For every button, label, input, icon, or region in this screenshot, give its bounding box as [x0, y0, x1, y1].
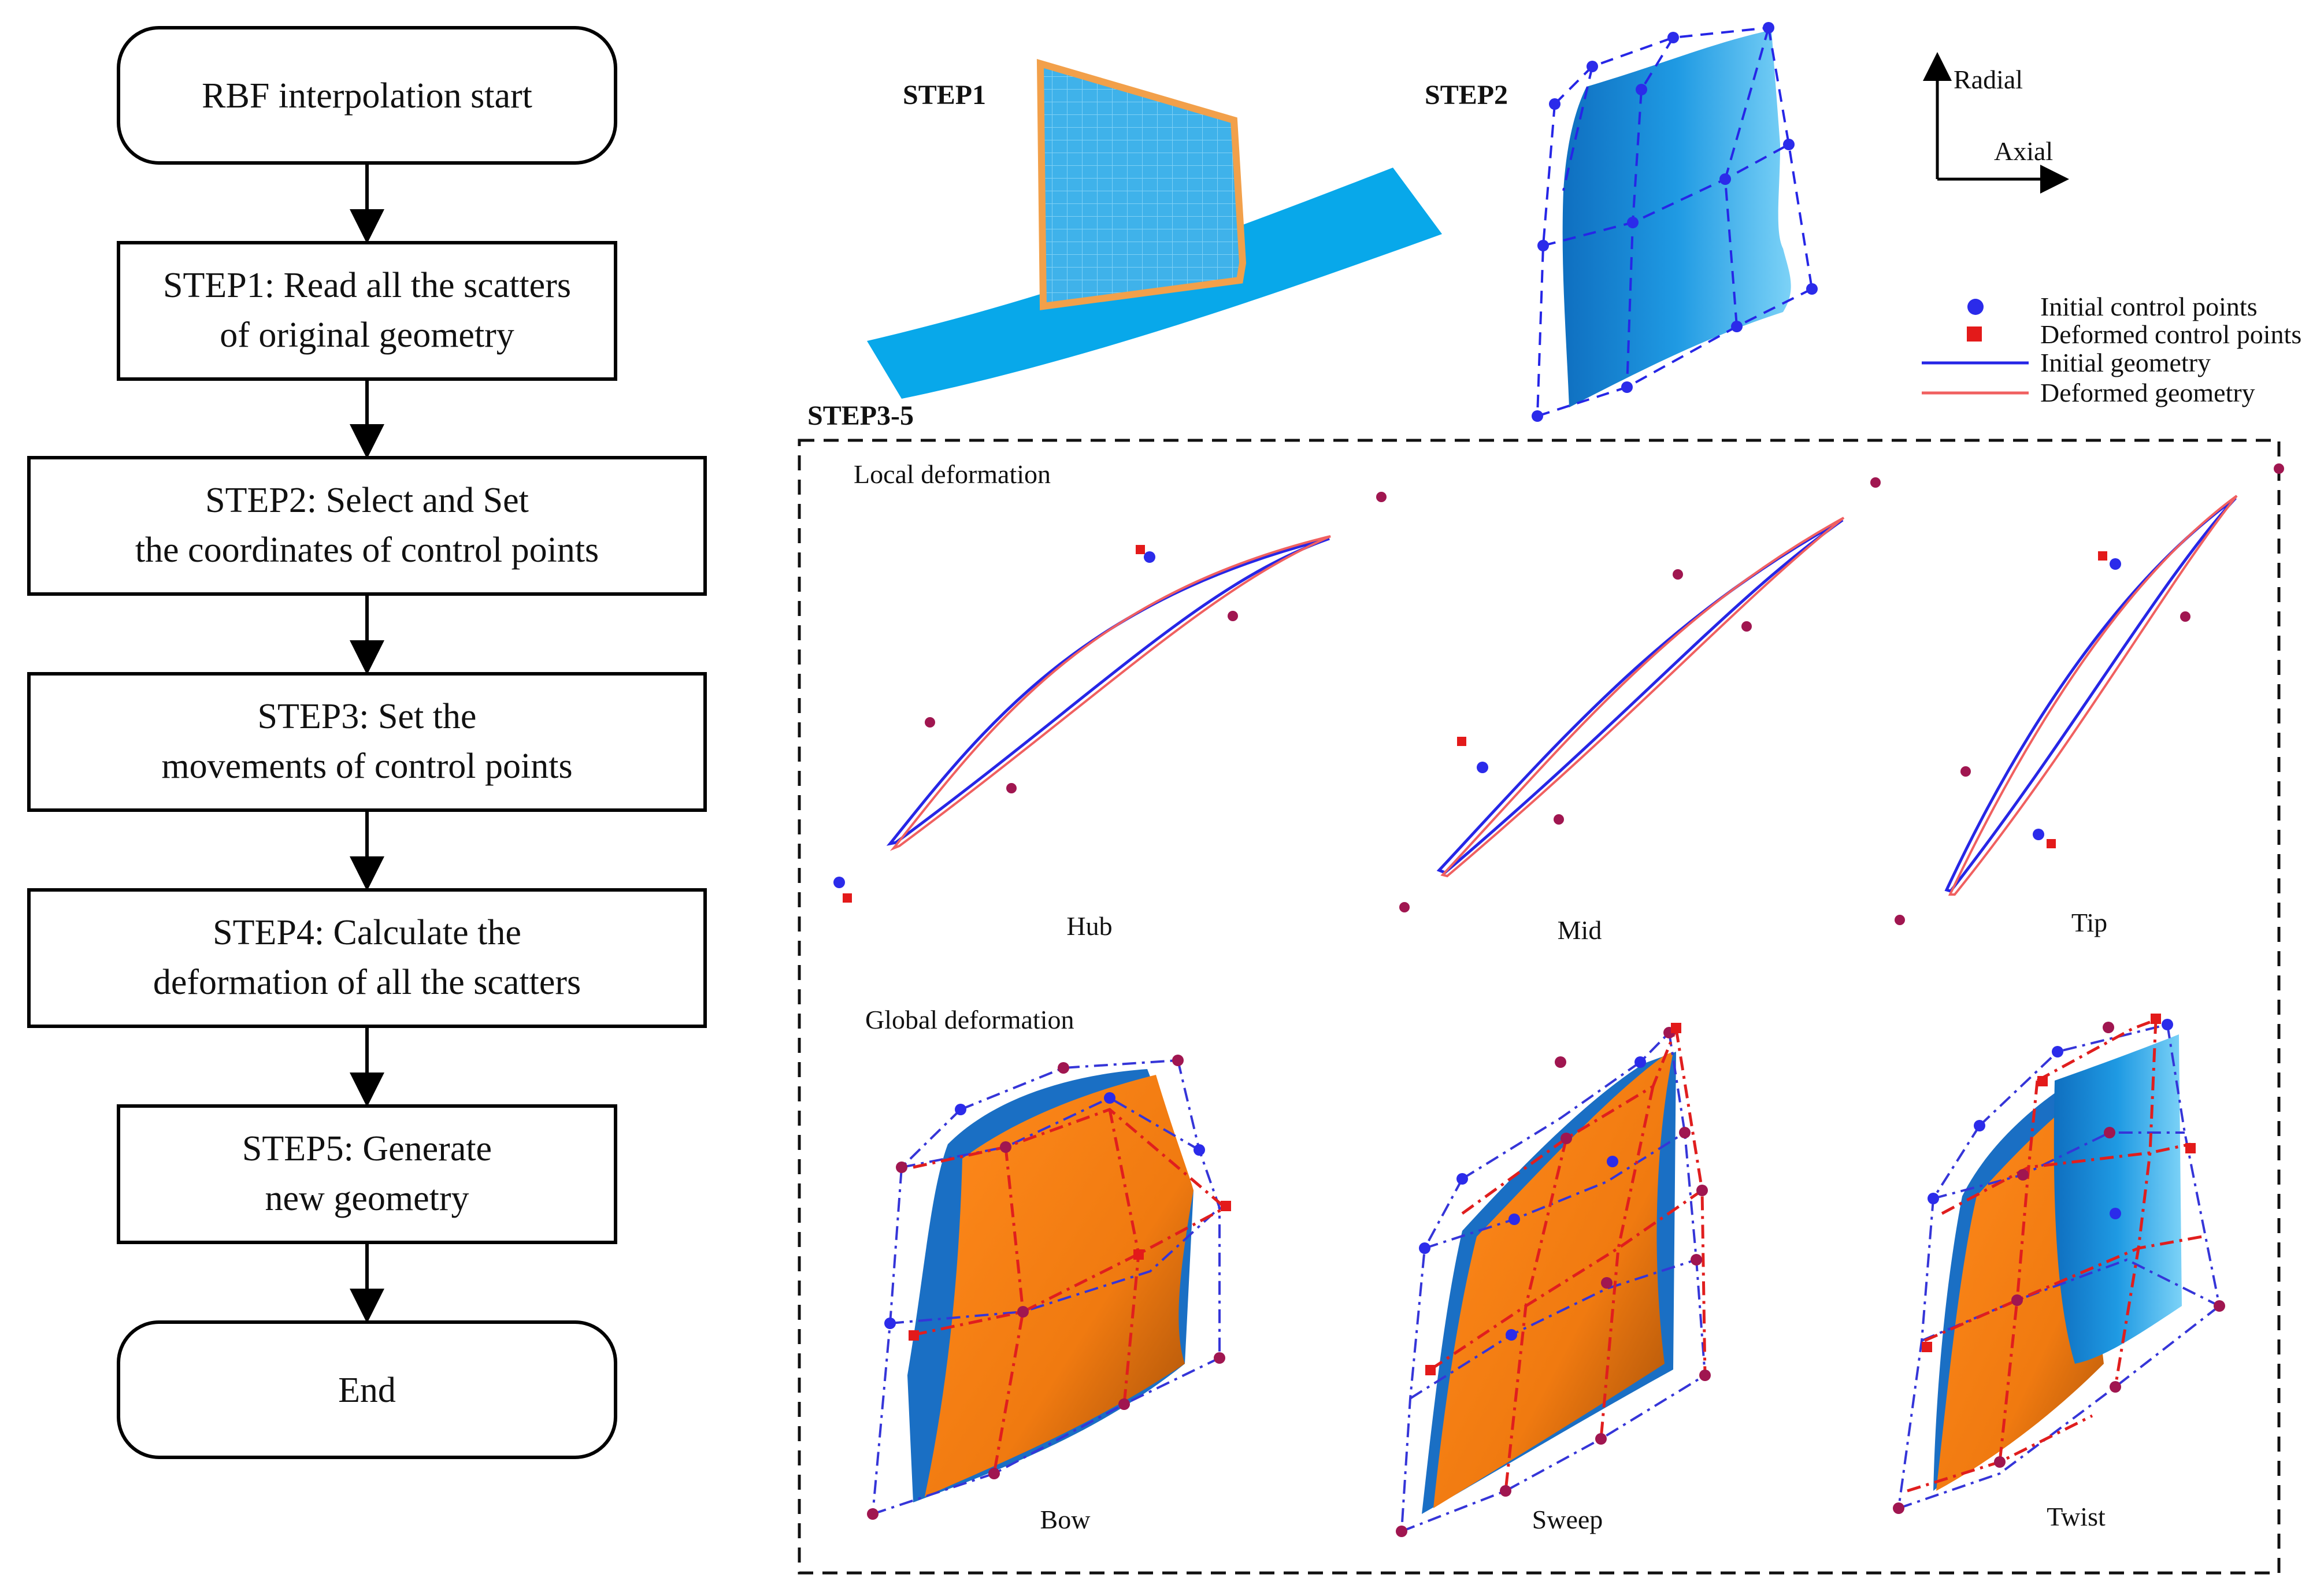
global-label-bow: Bow — [1040, 1505, 1091, 1534]
blade-mesh — [1036, 58, 1247, 310]
global-deformation-title: Global deformation — [865, 1005, 1074, 1034]
local-deformation-title: Local deformation — [854, 459, 1051, 489]
flow-node-step1: STEP1: Read all the scatters of original… — [117, 241, 617, 381]
control-lattice — [1536, 27, 1813, 417]
legend-deformed-points: Deformed control points — [2040, 320, 2301, 349]
flow-node-step3-line2: movements of control points — [161, 747, 572, 786]
step2-figure: STEP2 — [1425, 22, 1818, 422]
local-label-tip: Tip — [2071, 908, 2107, 937]
axes-indicator: Radial Axial — [1923, 52, 2069, 194]
global-label-sweep: Sweep — [1532, 1505, 1603, 1534]
flow-node-step5-line2: new geometry — [265, 1179, 469, 1218]
flow-node-step2-line1: STEP2: Select and Set — [205, 481, 529, 520]
legend-deformed-geometry: Deformed geometry — [2040, 378, 2255, 407]
axis-radial-label: Radial — [1954, 65, 2023, 94]
flow-node-step1-line1: STEP1: Read all the scatters — [163, 266, 571, 305]
local-label-mid: Mid — [1558, 915, 1602, 945]
flow-node-step2: STEP2: Select and Set the coordinates of… — [27, 456, 707, 596]
local-hub: Hub — [833, 492, 1387, 941]
global-twist: Twist — [1893, 1014, 2225, 1531]
axis-axial-label: Axial — [1994, 136, 2053, 166]
flow-node-step4-line2: deformation of all the scatters — [153, 963, 581, 1002]
step35-frame — [798, 439, 2281, 1575]
step35-title: STEP3-5 — [807, 400, 914, 431]
flow-node-step3: STEP3: Set the movements of control poin… — [27, 672, 707, 812]
local-label-hub: Hub — [1066, 911, 1112, 941]
legend-initial-points: Initial control points — [2040, 292, 2258, 321]
flow-node-step3-line1: STEP3: Set the — [258, 697, 477, 736]
flow-node-step4-line1: STEP4: Calculate the — [213, 913, 521, 952]
step1-label: STEP1 — [903, 80, 986, 110]
global-bow: Bow — [867, 1055, 1231, 1534]
step2-label: STEP2 — [1425, 80, 1508, 110]
local-tip: Tip — [1895, 463, 2284, 937]
flow-node-end: End — [117, 1320, 617, 1459]
flow-node-start: RBF interpolation start — [117, 26, 617, 165]
flow-node-step5: STEP5: Generate new geometry — [117, 1104, 617, 1244]
flow-node-step2-line2: the coordinates of control points — [135, 530, 599, 570]
flowchart: RBF interpolation start STEP1: Read all … — [27, 26, 707, 1459]
step35-panel: STEP3-5 Local deformation Global deforma… — [798, 400, 2284, 1575]
step1-figure: STEP1 — [867, 58, 1442, 399]
flow-node-end-line1: End — [338, 1371, 396, 1410]
local-mid: Mid — [1399, 477, 1881, 945]
global-sweep: Sweep — [1396, 1023, 1711, 1537]
flow-node-step1-line2: of original geometry — [220, 316, 514, 355]
flow-node-step5-line1: STEP5: Generate — [242, 1129, 492, 1168]
control-points — [1532, 22, 1818, 422]
blade-surface — [1562, 30, 1791, 407]
legend: Initial control points Deformed control … — [1922, 292, 2301, 407]
legend-initial-point-marker — [1967, 299, 1984, 315]
flow-node-start-line1: RBF interpolation start — [202, 76, 532, 116]
global-label-twist: Twist — [2047, 1502, 2106, 1531]
legend-deformed-point-marker — [1967, 326, 1982, 342]
legend-initial-geometry: Initial geometry — [2040, 348, 2211, 377]
flow-node-step4: STEP4: Calculate the deformation of all … — [27, 888, 707, 1028]
